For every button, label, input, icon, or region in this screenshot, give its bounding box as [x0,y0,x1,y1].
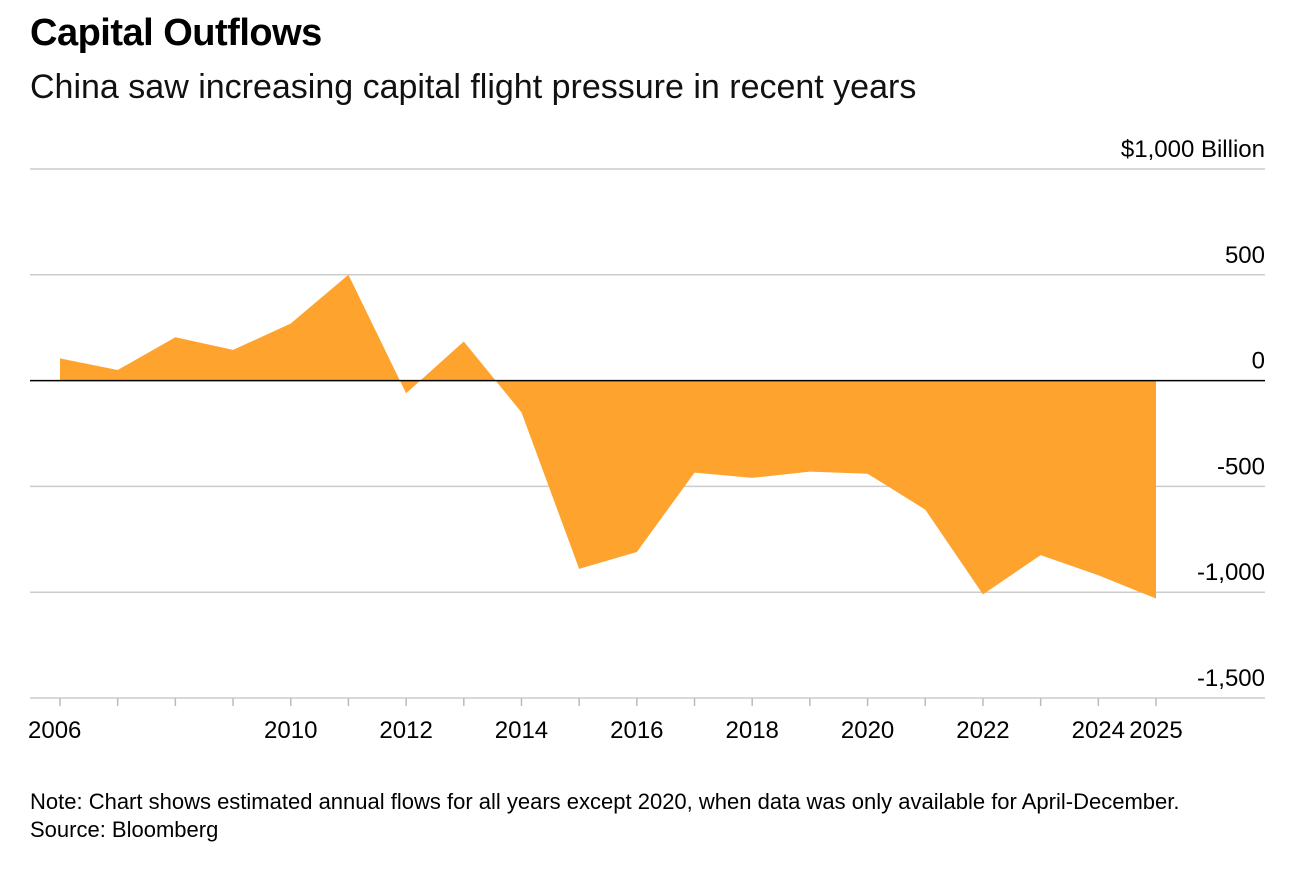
area-series [60,274,1156,599]
x-tick-label: 2010 [264,717,317,744]
chart-note: Note: Chart shows estimated annual flows… [30,789,1180,814]
y-tick-label: -1,500 [1197,665,1265,692]
x-tick-label: 2018 [726,717,779,744]
x-tick-label: 2016 [610,717,663,744]
y-tick-label: 0 [1252,348,1265,375]
area-chart: $1,000 Billion 500 0 -500 -1,000 -1,500 2006 20… [28,136,1265,744]
x-tick-label: 2020 [841,717,894,744]
chart-subtitle: China saw increasing capital flight pres… [30,68,917,106]
x-tick-label: 2014 [495,717,548,744]
x-tick-label: 2024 [1072,717,1125,744]
chart-footer: Note: Chart shows estimated annual flows… [30,788,1250,844]
chart-title: Capital Outflows [30,12,322,54]
x-tick-label: 2006 [28,717,81,744]
y-tick-label: 500 [1225,242,1265,269]
chart-source: Source: Bloomberg [30,817,219,842]
x-tick-label: 2025 [1129,717,1182,744]
y-tick-label: -1,000 [1197,559,1265,586]
y-tick-label: -500 [1217,453,1265,480]
x-tick-label: 2022 [956,717,1009,744]
y-tick-label: $1,000 Billion [1121,136,1265,163]
x-tick-label: 2012 [379,717,432,744]
